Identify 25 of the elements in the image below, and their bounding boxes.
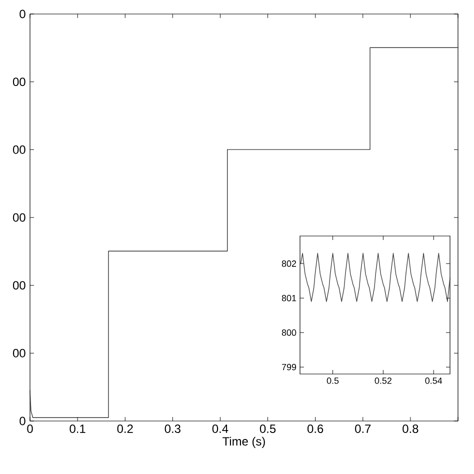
text: 00 <box>12 281 26 290</box>
line-series <box>300 252 450 302</box>
text: 0 <box>20 416 26 426</box>
x-tick-label: 0.2 <box>117 424 133 433</box>
x-tick-label: 0.5 <box>326 378 339 384</box>
x-tick-label: 0.6 <box>307 424 324 433</box>
y-tick-label: 802 <box>282 260 296 267</box>
x-tick-label: 0.54 <box>425 378 442 384</box>
y-tick-label: 800 <box>282 329 296 336</box>
text: 00 <box>12 145 26 154</box>
x-tick-label: 0.1 <box>70 424 86 433</box>
x-axis-title: Time (s) <box>222 436 265 448</box>
text: 00 <box>12 348 26 358</box>
x-tick-label: 0 <box>27 424 33 433</box>
x-tick-label: 0.8 <box>402 424 418 433</box>
text: 0 <box>20 10 26 18</box>
x-tick-label: 0.7 <box>355 424 371 433</box>
text: 00 <box>12 213 26 222</box>
x-tick-label: 0.3 <box>164 424 180 433</box>
x-tick-label: 0.52 <box>374 378 392 384</box>
text: 00 <box>12 78 26 86</box>
y-tick-label: 799 <box>282 364 296 370</box>
x-tick-label: 0.4 <box>212 424 228 433</box>
y-tick-label: 801 <box>282 294 296 302</box>
x-tick-label: 0.5 <box>260 424 276 433</box>
